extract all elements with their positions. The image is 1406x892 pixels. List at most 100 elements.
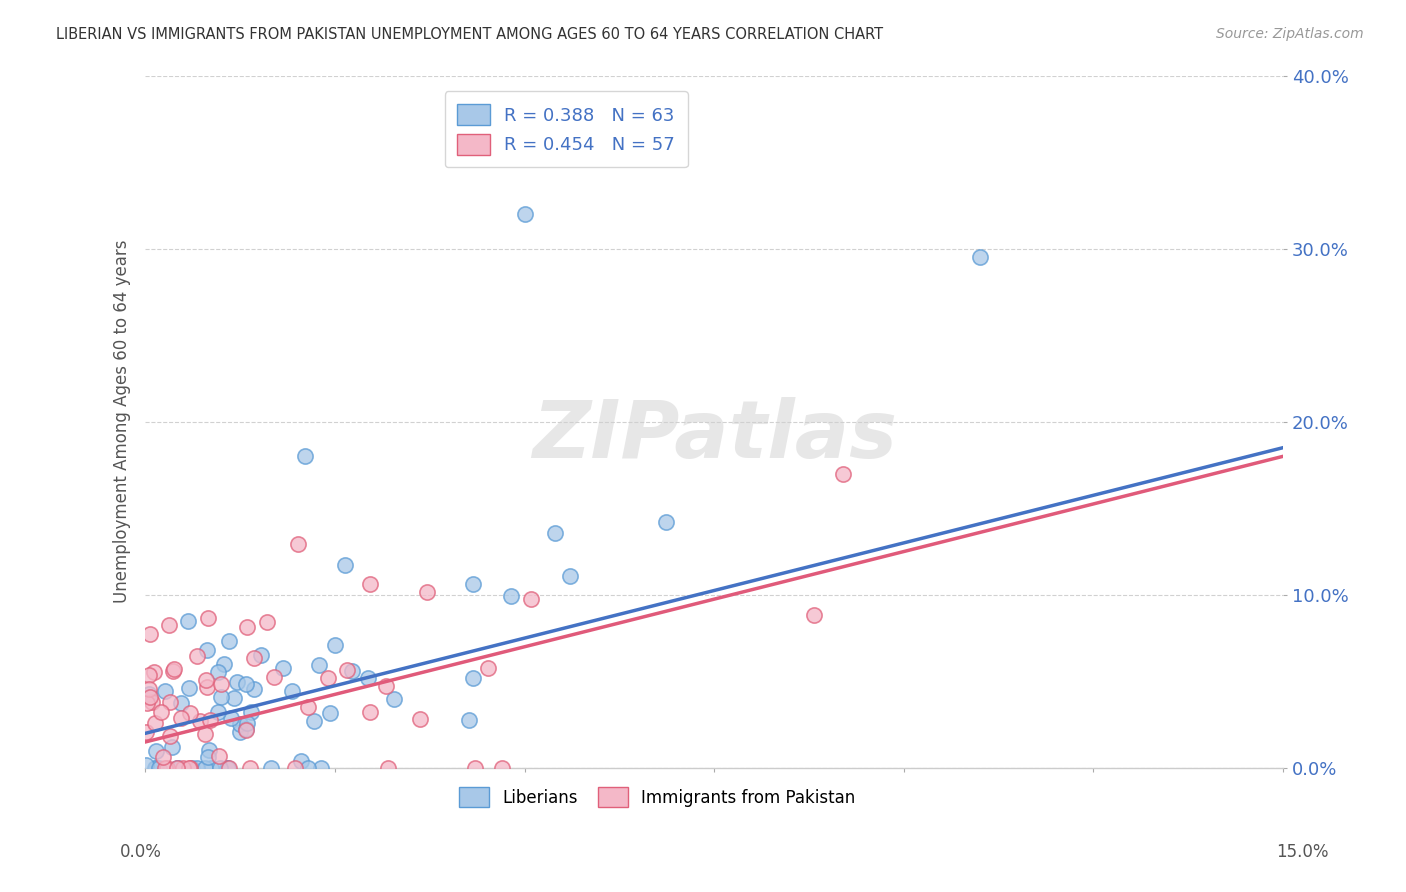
Point <box>222 690 245 705</box>
Point <box>217 761 239 775</box>
Point <box>218 634 240 648</box>
Point <box>209 677 232 691</box>
Point <box>153 684 176 698</box>
Point <box>415 585 437 599</box>
Point <box>243 682 266 697</box>
Point <box>235 677 257 691</box>
Point <box>166 761 188 775</box>
Point <box>149 705 172 719</box>
Point <box>319 706 342 720</box>
Point <box>655 516 678 530</box>
Point <box>409 712 432 726</box>
Point <box>356 671 378 685</box>
Point <box>377 761 399 775</box>
Point <box>179 681 201 695</box>
Point <box>229 717 252 731</box>
Point <box>543 526 565 541</box>
Point <box>323 639 346 653</box>
Point <box>803 607 825 622</box>
Point <box>229 725 252 739</box>
Point <box>148 761 170 775</box>
Point <box>302 714 325 729</box>
Point <box>463 671 485 685</box>
Point <box>477 661 499 675</box>
Point <box>239 761 262 775</box>
Legend: Liberians, Immigrants from Pakistan: Liberians, Immigrants from Pakistan <box>451 779 863 815</box>
Point <box>235 723 257 737</box>
Point <box>157 617 180 632</box>
Point <box>145 744 167 758</box>
Point <box>156 761 179 775</box>
Point <box>179 706 201 720</box>
Point <box>243 650 266 665</box>
Point <box>271 661 294 675</box>
Point <box>558 569 581 583</box>
Point <box>259 761 281 775</box>
Point <box>226 674 249 689</box>
Point <box>382 692 405 706</box>
Point <box>207 665 229 679</box>
Text: Source: ZipAtlas.com: Source: ZipAtlas.com <box>1216 27 1364 41</box>
Point <box>236 620 259 634</box>
Point <box>195 680 218 694</box>
Point <box>212 657 235 671</box>
Point <box>179 761 201 775</box>
Point <box>969 250 991 264</box>
Point <box>162 740 184 755</box>
Point <box>143 761 166 775</box>
Point <box>200 713 222 727</box>
Point <box>141 695 163 709</box>
Point <box>138 681 160 696</box>
Y-axis label: Unemployment Among Ages 60 to 64 years: Unemployment Among Ages 60 to 64 years <box>114 240 131 604</box>
Point <box>832 467 855 481</box>
Point <box>294 450 316 464</box>
Point <box>360 576 382 591</box>
Point <box>221 711 243 725</box>
Text: ZIPatlas: ZIPatlas <box>531 397 897 475</box>
Point <box>374 679 396 693</box>
Point <box>308 657 330 672</box>
Point <box>316 671 339 685</box>
Point <box>186 649 208 664</box>
Point <box>309 761 332 775</box>
Text: LIBERIAN VS IMMIGRANTS FROM PAKISTAN UNEMPLOYMENT AMONG AGES 60 TO 64 YEARS CORR: LIBERIAN VS IMMIGRANTS FROM PAKISTAN UNE… <box>56 27 883 42</box>
Point <box>200 761 222 775</box>
Point <box>135 725 157 739</box>
Point <box>250 648 273 662</box>
Point <box>209 761 232 775</box>
Point <box>163 662 186 676</box>
Point <box>194 761 217 775</box>
Point <box>195 673 218 687</box>
Point <box>197 642 219 657</box>
Point <box>153 761 176 775</box>
Point <box>188 714 211 729</box>
Point <box>461 577 484 591</box>
Point <box>172 761 194 775</box>
Point <box>139 626 162 640</box>
Point <box>256 615 278 629</box>
Point <box>162 664 184 678</box>
Point <box>197 750 219 764</box>
Point <box>198 743 221 757</box>
Point <box>152 750 174 764</box>
Point <box>359 705 381 719</box>
Point <box>166 761 188 775</box>
Point <box>159 729 181 743</box>
Point <box>284 761 307 775</box>
Point <box>297 700 319 714</box>
Point <box>209 690 232 704</box>
Point <box>194 727 217 741</box>
Point <box>167 761 190 775</box>
Point <box>170 711 193 725</box>
Point <box>138 690 160 704</box>
Point <box>499 590 522 604</box>
Point <box>135 696 157 710</box>
Point <box>180 761 202 775</box>
Point <box>263 671 285 685</box>
Point <box>520 591 543 606</box>
Point <box>143 665 166 679</box>
Text: 15.0%: 15.0% <box>1277 843 1329 861</box>
Point <box>297 761 319 775</box>
Point <box>138 688 160 702</box>
Point <box>333 558 356 572</box>
